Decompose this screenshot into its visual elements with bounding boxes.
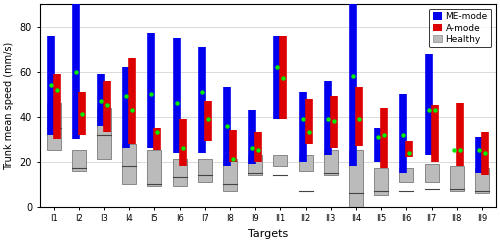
Bar: [172, 159, 186, 186]
Bar: [223, 159, 237, 191]
X-axis label: Targets: Targets: [248, 229, 288, 239]
Bar: [374, 168, 388, 195]
Bar: [298, 155, 312, 171]
Bar: [46, 103, 60, 150]
Bar: [274, 155, 287, 166]
Bar: [248, 155, 262, 175]
Bar: [400, 168, 413, 182]
Bar: [97, 108, 111, 159]
Bar: [122, 144, 136, 184]
Bar: [72, 150, 86, 171]
Bar: [349, 150, 363, 207]
Legend: ME-mode, A-mode, Healthy: ME-mode, A-mode, Healthy: [429, 9, 492, 47]
Bar: [324, 150, 338, 175]
Bar: [148, 150, 162, 186]
Bar: [475, 168, 489, 193]
Bar: [424, 164, 438, 182]
Bar: [450, 166, 464, 191]
Y-axis label: Trunk mean speed (mm/s): Trunk mean speed (mm/s): [4, 41, 14, 170]
Bar: [198, 159, 211, 182]
